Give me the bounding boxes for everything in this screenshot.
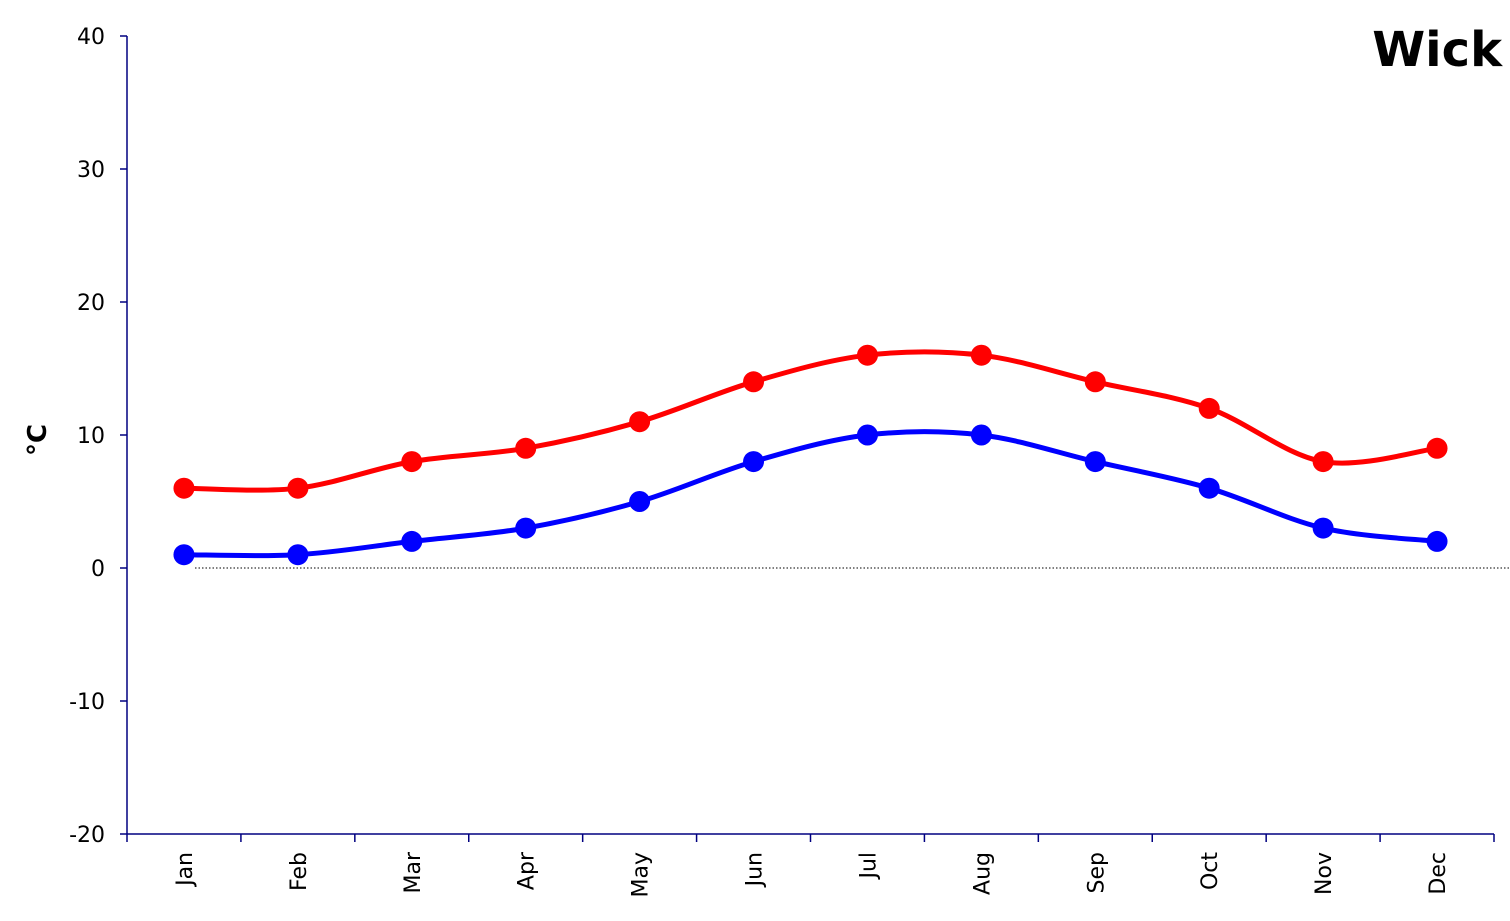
x-tick-label: Feb [287, 852, 312, 891]
x-tick-label: Jun [743, 852, 768, 888]
x-tick-label: Jan [173, 852, 198, 888]
series-layer [173, 344, 1448, 566]
x-tick-label: Jul [856, 852, 881, 881]
series-0-point [1198, 397, 1220, 419]
y-tick-label: 30 [77, 158, 105, 183]
x-tick-label: Apr [515, 851, 540, 890]
series-1-point [173, 544, 195, 566]
series-0-point [1312, 451, 1334, 473]
series-0-point [743, 371, 765, 393]
y-tick-label: -20 [69, 823, 105, 848]
series-1-point [970, 424, 992, 446]
y-axis-label: °C [23, 424, 53, 456]
x-tick-label: May [629, 852, 654, 897]
series-0-point [173, 477, 195, 499]
axes: -20 -10 0 10 20 30 40 Jan Feb Mar Apr May Jun Jul Aug S… [69, 25, 1510, 897]
series-0-point [515, 437, 537, 459]
series-1-point [1312, 517, 1334, 539]
series-0-point [401, 451, 423, 473]
series-0-point [629, 411, 651, 433]
y-tick-label: 40 [77, 25, 105, 50]
x-tick-label: Oct [1198, 852, 1223, 890]
series-1-point [743, 451, 765, 473]
y-tick-label: -10 [69, 690, 105, 715]
x-tick-label: Aug [970, 852, 995, 895]
x-tick-label: Sep [1084, 852, 1109, 893]
chart-title: Wick [1372, 22, 1503, 78]
series-1-point [1198, 477, 1220, 499]
y-tick-label: 10 [77, 424, 105, 449]
x-tick-label: Mar [401, 851, 426, 893]
series-1-point [1426, 530, 1448, 552]
series-1-point [401, 530, 423, 552]
series-1-point [515, 517, 537, 539]
series-0-point [287, 477, 309, 499]
series-0-point [970, 344, 992, 366]
x-tick-label: Nov [1312, 852, 1337, 895]
series-1-point [287, 544, 309, 566]
series-line-0 [181, 349, 1440, 493]
y-tick-label: 0 [91, 557, 105, 582]
series-1-point [1084, 451, 1106, 473]
series-line-1 [181, 429, 1440, 559]
series-0-point [856, 344, 878, 366]
y-tick-label: 20 [77, 291, 105, 316]
series-0-point [1426, 437, 1448, 459]
series-0-point [1084, 371, 1106, 393]
series-1-point [856, 424, 878, 446]
series-1-point [629, 491, 651, 512]
x-tick-label: Dec [1426, 852, 1451, 895]
